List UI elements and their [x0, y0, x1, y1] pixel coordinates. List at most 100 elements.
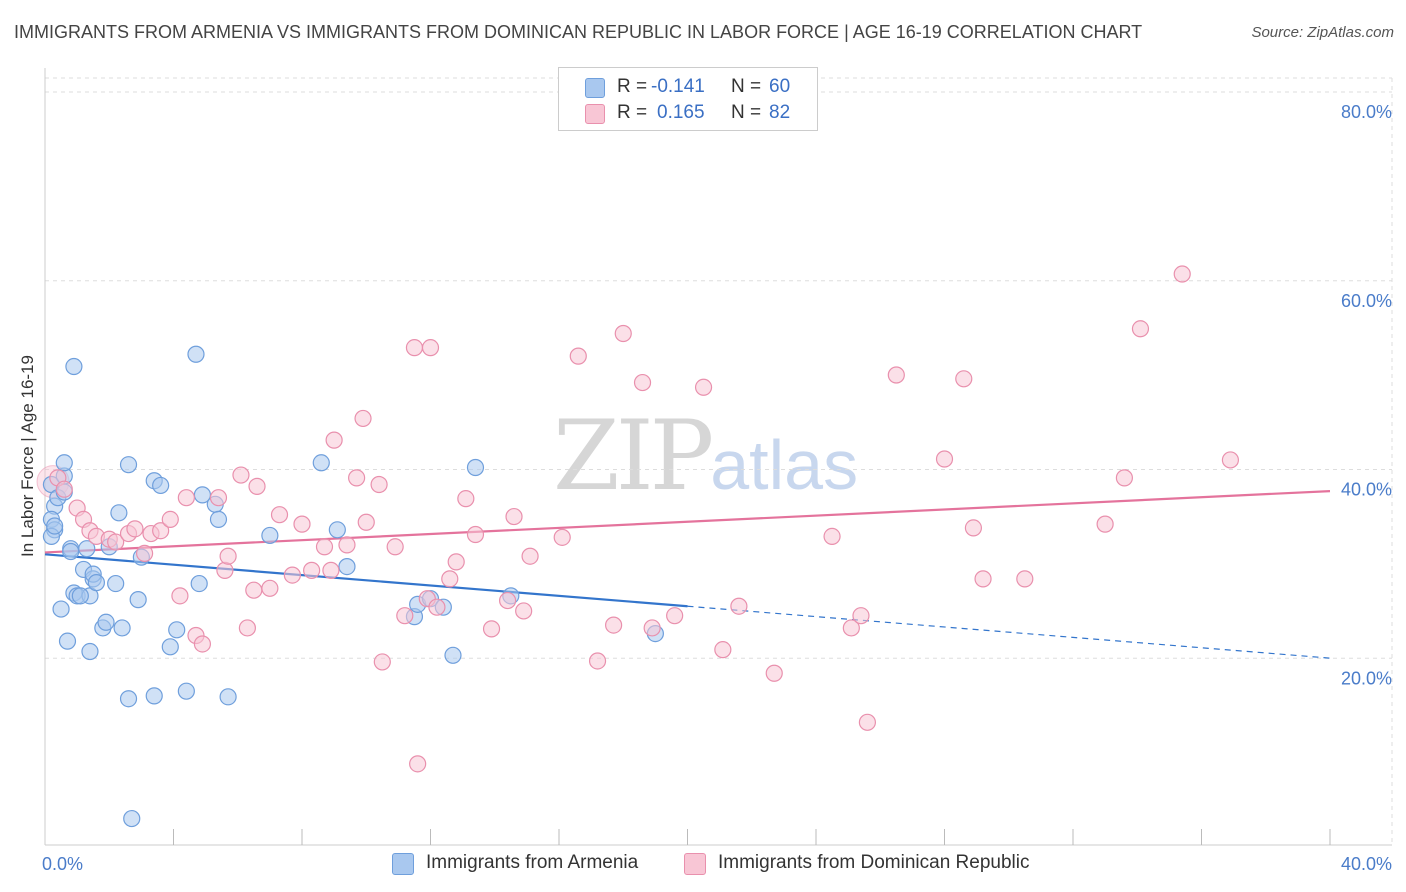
dominican-point [315, 538, 334, 556]
armenia-point [71, 587, 89, 605]
armenia-point [466, 458, 485, 477]
armenia-point [81, 642, 99, 661]
legend-n-label: N = [731, 76, 762, 97]
dominican-point [666, 607, 684, 625]
dominican-point [396, 607, 414, 625]
dominican-point [370, 475, 388, 494]
dominican-point [216, 561, 234, 579]
data-points [36, 265, 1240, 828]
armenia-point [129, 591, 147, 609]
dominican-point [238, 619, 256, 637]
source-credit: Source: ZipAtlas.com [1251, 24, 1394, 41]
dominican-point [842, 619, 860, 637]
armenia-point [190, 574, 208, 593]
dominican-point [588, 652, 607, 670]
dominican-point [823, 527, 841, 545]
dominican-point [405, 339, 424, 357]
dominican-point [428, 598, 446, 616]
dominican-point [1173, 265, 1191, 283]
dominican-point [457, 490, 475, 508]
legend-label: Immigrants from Armenia [426, 852, 639, 873]
dominican-trend-line [44, 489, 1331, 554]
dominican-point [283, 566, 301, 584]
legend-r-value: -0.141 [651, 76, 705, 97]
legend-n-value: 82 [769, 102, 791, 123]
dominican-point [765, 664, 783, 682]
armenia-point [187, 345, 205, 363]
legend-label: Immigrants from Dominican Republic [718, 852, 1030, 873]
dominican-point [521, 547, 539, 565]
dominican-point [303, 561, 321, 579]
dominican-point [955, 370, 973, 388]
dominican-point [1131, 320, 1150, 338]
dominican-point [409, 755, 427, 773]
dominican-point [614, 324, 632, 343]
dominican-point [325, 431, 343, 449]
dominican-point [357, 513, 375, 531]
armenia-point [119, 456, 138, 474]
armenia-point [87, 574, 106, 592]
dominican-point [245, 581, 263, 599]
dominican-point [505, 507, 523, 526]
dominican-point [338, 536, 356, 554]
armenia-point [62, 542, 80, 561]
dominican-point [441, 570, 459, 588]
dominican-point [348, 469, 366, 487]
y-tick-label: 40.0% [1341, 480, 1392, 500]
dominican-swatch [684, 853, 706, 875]
chart-title: IMMIGRANTS FROM ARMENIA VS IMMIGRANTS FR… [14, 22, 1143, 42]
armenia-point [261, 526, 279, 545]
armenia-point [312, 454, 330, 472]
dominican-point [714, 641, 732, 659]
dominican-point [553, 528, 571, 546]
armenia-point [65, 357, 83, 376]
armenia-point [119, 690, 138, 708]
dominican-point [232, 466, 250, 484]
dominican-swatch [585, 104, 605, 124]
armenia-trend-extension [687, 605, 1331, 659]
dominican-point [964, 519, 983, 537]
armenia-point [444, 646, 462, 664]
dominican-point [499, 591, 517, 610]
armenia-trend-line [44, 553, 688, 608]
armenia-swatch [392, 853, 414, 875]
armenia-point [123, 809, 141, 828]
dominican-point [852, 607, 870, 625]
armenia-point [110, 504, 128, 522]
correlation-legend: R = -0.141 N = 60 R = 0.165 N = 82 [558, 67, 818, 131]
dominican-point [386, 538, 404, 556]
dominican-point [935, 450, 954, 468]
dominican-point [293, 515, 311, 533]
armenia-point [161, 638, 179, 656]
dominican-point [322, 561, 340, 579]
dominican-point [466, 525, 485, 544]
dominican-point [447, 553, 465, 571]
dominican-point [219, 547, 237, 565]
dominican-point [887, 366, 905, 384]
armenia-point [177, 682, 195, 700]
armenia-point [46, 517, 64, 535]
dominican-point [974, 570, 992, 588]
dominican-point [209, 489, 228, 507]
y-tick-label: 80.0% [1341, 102, 1392, 122]
dominican-point [152, 522, 170, 540]
armenia-point [145, 687, 163, 705]
dominican-point [248, 477, 266, 495]
armenia-point [52, 600, 70, 618]
dominican-point [135, 544, 154, 562]
armenia-point [152, 476, 170, 495]
armenia-swatch [585, 78, 605, 98]
dominican-point [421, 339, 440, 357]
dominican-point [177, 489, 195, 507]
armenia-point [107, 574, 125, 593]
armenia-point [209, 510, 228, 529]
legend-r-label: R = [617, 76, 648, 97]
armenia-point [328, 521, 346, 539]
armenia-point [113, 619, 131, 637]
dominican-point [730, 597, 748, 615]
dominican-point [373, 653, 391, 671]
dominican-point [1115, 469, 1134, 487]
trend-lines [44, 489, 1331, 659]
axes [44, 68, 1393, 846]
